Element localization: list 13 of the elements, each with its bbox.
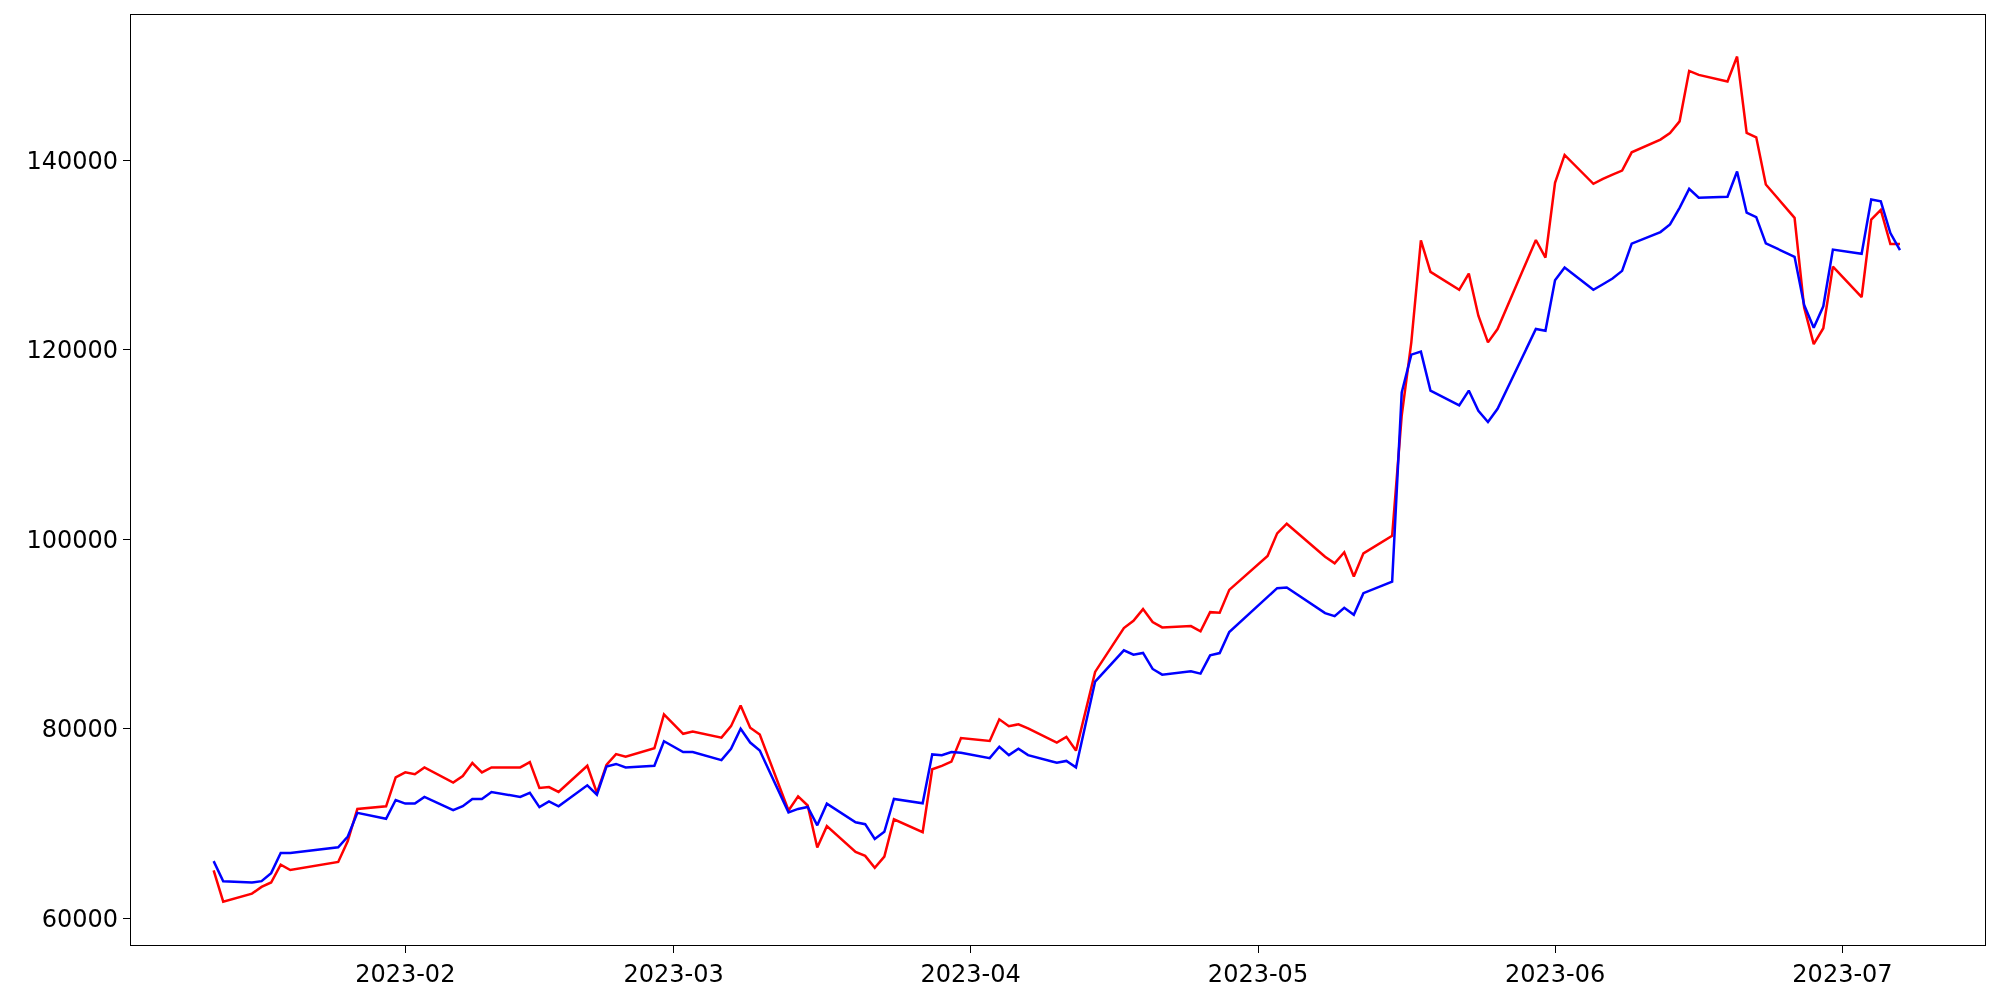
x-tick-label: 2023-03 [623,959,724,988]
y-tick-label: 140000 [26,146,119,175]
x-tick-label: 2023-07 [1792,959,1893,988]
y-tick-label: 100000 [26,525,119,554]
line-series [212,170,1902,884]
x-tick-label: 2023-02 [355,959,456,988]
y-tick-label: 80000 [41,715,119,744]
line-series [212,55,1902,903]
x-tick-label: 2023-05 [1207,959,1309,988]
y-tick-label: 120000 [26,336,119,365]
x-tick-label: 2023-04 [920,959,1021,988]
y-tick-label: 60000 [41,904,119,933]
x-tick-label: 2023-06 [1504,959,1606,988]
